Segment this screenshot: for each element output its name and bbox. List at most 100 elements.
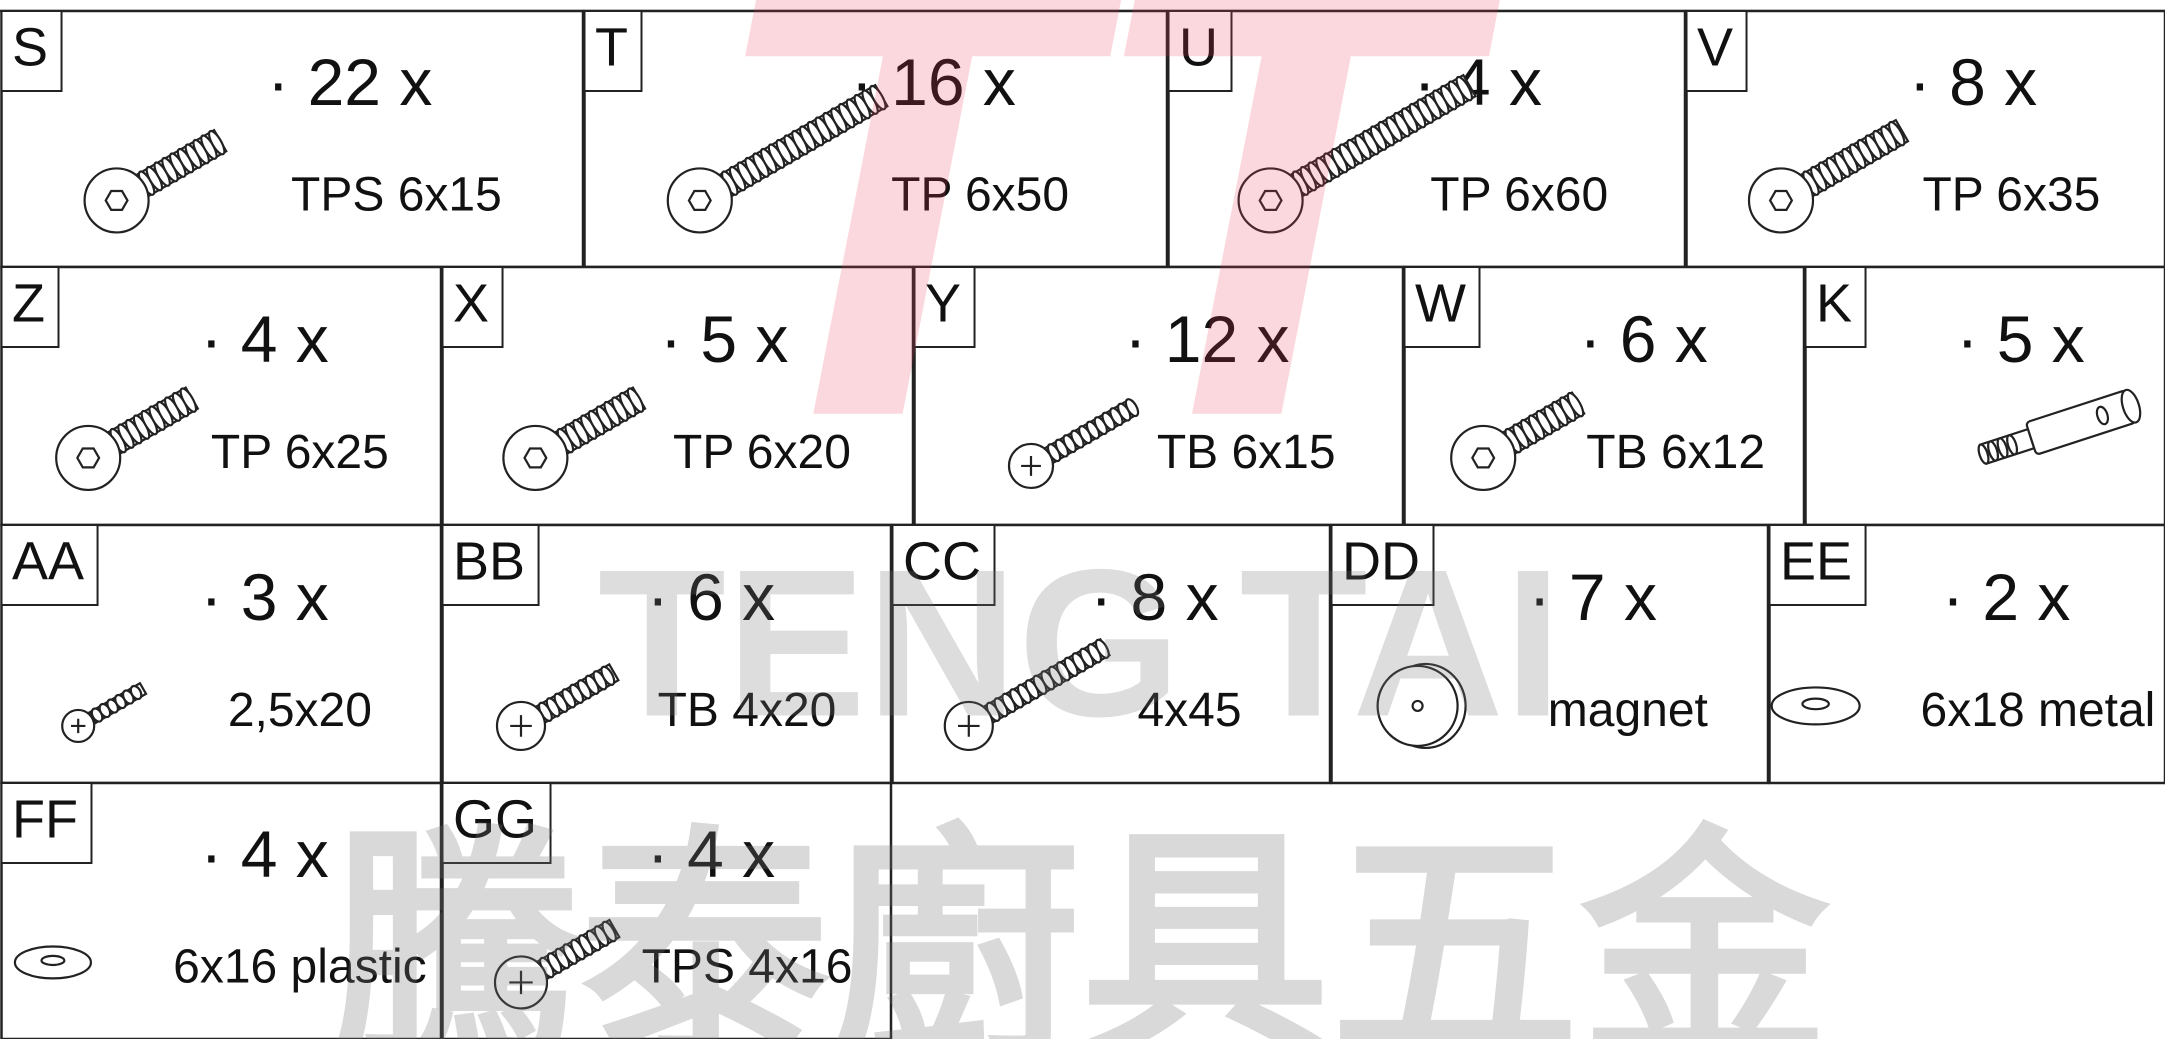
part-letter: X xyxy=(453,273,489,333)
washer-hole xyxy=(1801,697,1830,711)
part-label: TP 6x60 xyxy=(1430,169,1608,222)
letter-box xyxy=(1330,524,1435,606)
quantity: · 8 x xyxy=(1909,45,2037,119)
part-cell: T · 16 xTP 6x50 xyxy=(583,9,1169,269)
cross-slot xyxy=(510,715,532,737)
part-label: TB 6x15 xyxy=(1157,426,1336,479)
part-label: 6x18 metal xyxy=(1921,684,2156,737)
part-letter: W xyxy=(1415,273,1466,333)
letter-box xyxy=(1403,266,1481,348)
quantity: · 4 x xyxy=(647,817,775,891)
part-cell: S · 22 x TPS 6x15 xyxy=(0,9,585,269)
part-label: TP 6x35 xyxy=(1922,169,2100,222)
thread xyxy=(1977,443,1990,465)
thread xyxy=(129,684,143,701)
hex-socket xyxy=(687,189,712,211)
letter-box xyxy=(1768,524,1867,606)
part-letter: T xyxy=(595,17,628,77)
part-letter: S xyxy=(12,17,48,77)
letter-box xyxy=(441,782,552,864)
part-cell: Z · 4 x TP 6x25 xyxy=(0,265,443,527)
part-label: TP 6x25 xyxy=(211,426,389,479)
part-letter: DD xyxy=(1342,531,1420,591)
quantity: · 6 x xyxy=(647,560,775,634)
thread xyxy=(1124,398,1140,418)
part-letter: CC xyxy=(903,531,981,591)
thread xyxy=(626,387,645,413)
part-cell: V · 8 x TP 6x35 xyxy=(1685,9,2165,269)
washer-hole xyxy=(40,954,66,967)
quantity: · 5 x xyxy=(660,302,788,376)
hex-socket xyxy=(104,189,129,211)
hex-socket xyxy=(1471,447,1496,469)
hex-socket xyxy=(1768,189,1794,211)
pin-end xyxy=(2120,388,2142,424)
quantity: · 4 x xyxy=(200,817,328,891)
thread xyxy=(1887,120,1906,147)
quantity: · 7 x xyxy=(1529,560,1657,634)
letter-box xyxy=(441,524,540,606)
hex-socket xyxy=(1258,189,1283,211)
part-letter: EE xyxy=(1780,531,1852,591)
cross-slot xyxy=(71,718,86,734)
cell-border xyxy=(913,265,1405,527)
cross-slot xyxy=(509,970,533,995)
thread xyxy=(179,387,198,413)
part-cell: K · 5 x xyxy=(1804,265,2165,527)
thread xyxy=(1455,75,1473,102)
quantity: · 4 x xyxy=(200,302,328,376)
part-letter: Y xyxy=(925,273,961,333)
thread xyxy=(1566,391,1585,418)
quantity: · 3 x xyxy=(200,560,328,634)
letter-box xyxy=(1167,10,1233,92)
part-letter: U xyxy=(1179,17,1218,77)
thread xyxy=(600,665,616,686)
letter-box xyxy=(891,524,996,606)
part-cell: X · 5 x TP 6x20 xyxy=(441,265,915,527)
thread xyxy=(869,84,887,111)
part-label: TB 6x12 xyxy=(1586,426,1765,479)
letter-box xyxy=(0,266,60,348)
part-letter: K xyxy=(1816,273,1852,333)
hex-socket xyxy=(76,447,101,469)
part-cell: BB · 6 x TB 4x20 xyxy=(441,523,893,785)
part-label: magnet xyxy=(1548,684,1708,737)
magnet-hole xyxy=(1411,699,1424,713)
part-label: TPS 6x15 xyxy=(291,169,502,222)
part-cell: EE · 2 x 6x18 metal xyxy=(1768,523,2165,785)
letter-box xyxy=(0,782,93,864)
letter-box xyxy=(1804,266,1867,348)
part-cell: DD · 7 x magnet xyxy=(1330,523,1770,785)
part-letter: V xyxy=(1697,17,1733,77)
part-cell: W · 6 x TB 6x12 xyxy=(1403,265,1806,527)
part-cell: FF · 4 x 6x16 plastic xyxy=(0,781,443,1039)
part-cell: GG · 4 x TPS 4x16 xyxy=(441,781,893,1039)
thread xyxy=(2006,434,2019,456)
quantity: · 8 x xyxy=(1090,560,1218,634)
letter-box xyxy=(913,266,976,348)
thread xyxy=(601,920,617,943)
pin xyxy=(1977,388,2142,465)
part-letter: FF xyxy=(12,789,78,849)
part-label: TP 6x20 xyxy=(673,426,851,479)
part-letter: AA xyxy=(12,531,84,591)
part-letter: Z xyxy=(12,273,45,333)
quantity: · 5 x xyxy=(1956,302,2084,376)
quantity: · 12 x xyxy=(1124,302,1289,376)
part-label: 2,5x20 xyxy=(228,684,372,737)
part-label: 4x45 xyxy=(1137,684,1241,737)
quantity: · 22 x xyxy=(267,45,432,119)
thread xyxy=(1987,440,2000,462)
part-label: 6x16 plastic xyxy=(173,941,426,994)
letter-box xyxy=(1685,10,1748,92)
quantity: · 6 x xyxy=(1579,302,1707,376)
thread xyxy=(207,129,226,156)
cross-slot xyxy=(958,715,980,737)
part-cell: CC · 8 x 4x45 xyxy=(891,523,1332,785)
part-label: TP 6x50 xyxy=(891,169,1069,222)
part-cell: AA · 3 x 2,5x20 xyxy=(0,523,443,785)
cross-slot xyxy=(1021,456,1041,476)
thread xyxy=(1094,638,1110,659)
